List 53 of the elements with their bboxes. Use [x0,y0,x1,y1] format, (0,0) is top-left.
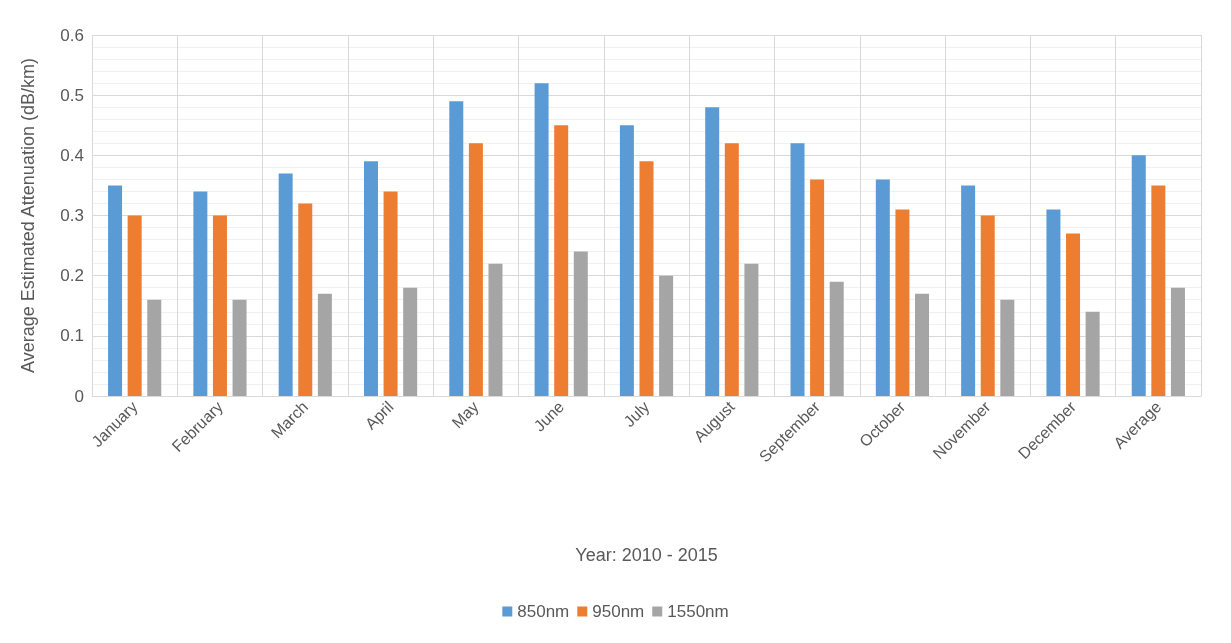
bar [468,143,483,396]
bar [1151,185,1166,396]
bar [317,293,332,396]
bar [1046,209,1061,396]
legend-label: 850nm [517,602,570,621]
bar [193,191,208,396]
x-tick-label: July [620,397,653,431]
bar [744,263,759,396]
y-tick-label: 0.4 [60,145,84,165]
y-axis-title: Average Estimated Attenuation (dB/km) [18,58,38,373]
bar [980,215,995,396]
bar [363,161,378,396]
bar [915,293,930,396]
bar [639,161,654,396]
bar [1000,299,1015,396]
bar [961,185,976,396]
y-tick-label: 0.3 [60,206,84,225]
bar [1085,311,1100,396]
bar [573,251,588,396]
bar [1131,155,1146,396]
bar [790,143,805,396]
y-tick-label: 0.6 [60,25,84,45]
bar [232,299,247,396]
bar [659,275,674,396]
y-tick-label: 0.1 [60,326,84,346]
y-tick-label: 0.2 [60,266,84,286]
bar [829,281,844,396]
bar [449,101,464,396]
bar [147,299,162,396]
bar [1170,287,1185,396]
y-tick-label: 0 [74,386,84,406]
bar [895,209,910,396]
legend-label: 1550nm [667,602,729,621]
bar [1066,233,1081,396]
y-tick-label: 0.5 [60,85,84,105]
bar [212,215,227,396]
bar [810,179,825,396]
bar [554,125,569,396]
bar [278,173,293,396]
bar [705,107,720,396]
bar [488,263,503,396]
bar [108,185,123,396]
x-axis-title: Year: 2010 - 2015 [575,545,718,565]
bar [534,83,549,396]
bar [298,203,313,396]
bar [383,191,398,396]
bar [724,143,739,396]
bar [127,215,142,396]
bar [403,287,418,396]
legend-label: 950nm [592,602,645,621]
bar [875,179,890,396]
bar [619,125,634,396]
x-tick-label: May [448,397,482,432]
